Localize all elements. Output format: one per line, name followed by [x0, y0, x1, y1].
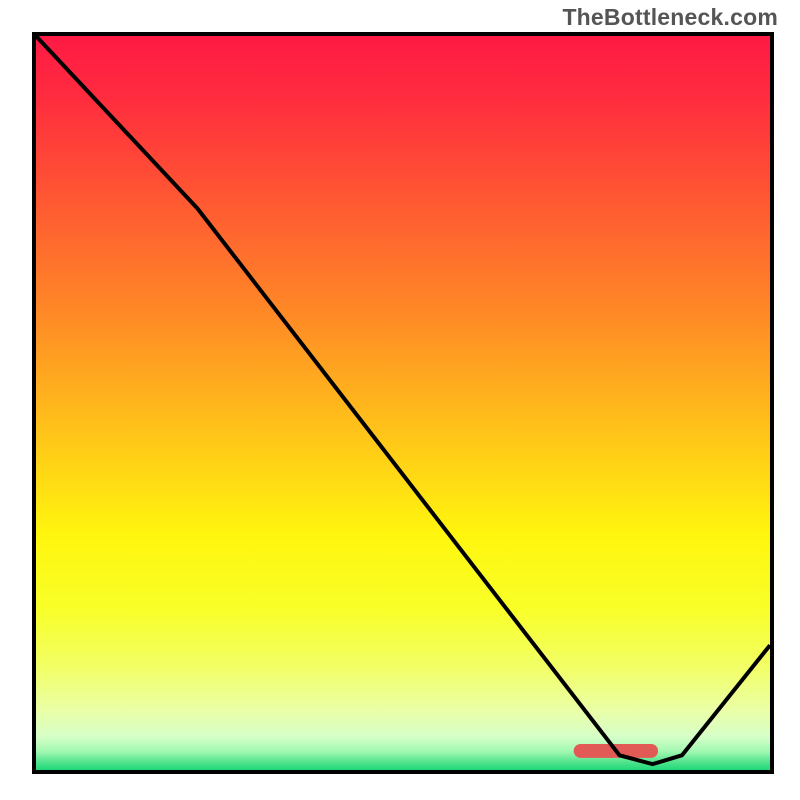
bottleneck-curve: [36, 36, 770, 764]
chart-svg: [0, 0, 800, 800]
chart-root: { "canvas": { "width": 800, "height": 80…: [0, 0, 800, 800]
